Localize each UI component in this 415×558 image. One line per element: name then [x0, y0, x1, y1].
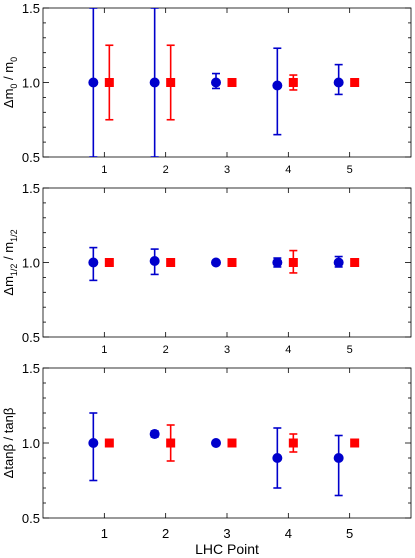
- data-point-circle: [272, 453, 283, 463]
- x-tick-label: 4: [285, 344, 291, 356]
- data-point-circle: [333, 257, 344, 268]
- data-layer: [88, 246, 360, 282]
- y-axis-label: Δtanβ / tanβ: [1, 408, 16, 479]
- x-tick-label: 1: [101, 164, 107, 176]
- y-tick-label: 1.0: [22, 256, 40, 271]
- data-point-square: [288, 438, 298, 448]
- y-axis-label: Δm1/2 / m1/2: [1, 229, 19, 295]
- x-tick-label: 2: [163, 344, 169, 356]
- x-tick-label: 5: [347, 164, 353, 176]
- y-tick-label: 1.5: [22, 181, 40, 196]
- x-tick-label: 5: [346, 526, 353, 541]
- x-tick-label: 1: [101, 526, 108, 541]
- data-point-square: [166, 258, 176, 267]
- data-point-circle: [272, 257, 283, 268]
- x-tick-label: 3: [224, 164, 230, 176]
- data-point-square: [227, 78, 237, 87]
- data-point-circle: [272, 80, 283, 91]
- data-point-circle: [211, 77, 221, 88]
- x-tick-label: 2: [162, 526, 169, 541]
- data-point-circle: [211, 438, 221, 448]
- x-tick-label: 4: [285, 526, 292, 541]
- data-point-square: [350, 438, 360, 448]
- y-tick-label: 1.5: [22, 361, 40, 376]
- data-point-square: [288, 258, 298, 267]
- y-tick-label: 1.0: [22, 436, 40, 451]
- data-layer: [88, 412, 360, 497]
- data-point-square: [350, 258, 360, 267]
- data-point-square: [350, 78, 360, 87]
- data-point-square: [104, 78, 114, 87]
- data-point-circle: [149, 256, 160, 267]
- x-axis-label: LHC Point: [195, 541, 259, 557]
- panel-2: 0.5 1.0 1.5 1 2 3 4 5 Δm1/2 / m1/2: [1, 181, 412, 356]
- y-axis-label: Δm0 / m0: [1, 57, 19, 108]
- y-tick-label: 1.0: [22, 76, 40, 91]
- data-point-square: [288, 78, 298, 87]
- x-tick-label: 3: [223, 526, 230, 541]
- data-point-square: [104, 258, 114, 267]
- x-tick-label: 1: [101, 344, 107, 356]
- y-tick-label: 1.5: [22, 1, 40, 16]
- data-point-circle: [88, 257, 99, 268]
- data-point-square: [166, 78, 176, 87]
- data-layer: [88, 8, 360, 157]
- data-point-circle: [149, 77, 160, 88]
- data-point-circle: [88, 438, 99, 448]
- y-tick-label: 0.5: [22, 150, 40, 165]
- data-point-circle: [88, 77, 99, 88]
- data-point-circle: [149, 429, 160, 439]
- data-point-circle: [211, 257, 221, 268]
- panel-1: 0.5 1.0 1.5 1 2 3 4 5 Δm0 / m0: [1, 1, 412, 176]
- x-tick-label: 2: [163, 164, 169, 176]
- data-point-square: [227, 438, 237, 448]
- data-point-circle: [333, 453, 344, 463]
- y-tick-label: 0.5: [22, 330, 40, 345]
- data-point-circle: [333, 77, 344, 88]
- data-point-square: [227, 258, 237, 267]
- x-tick-label: 3: [224, 344, 230, 356]
- data-point-square: [166, 438, 176, 448]
- data-point-square: [104, 438, 114, 448]
- x-tick-label: 4: [285, 164, 291, 176]
- x-tick-label: 5: [347, 344, 353, 356]
- y-tick-label: 0.5: [22, 511, 40, 526]
- panel-3: 0.5 1.0 1.5 1 2 3 4 5 Δtanβ / tanβ LHC Point: [1, 361, 412, 557]
